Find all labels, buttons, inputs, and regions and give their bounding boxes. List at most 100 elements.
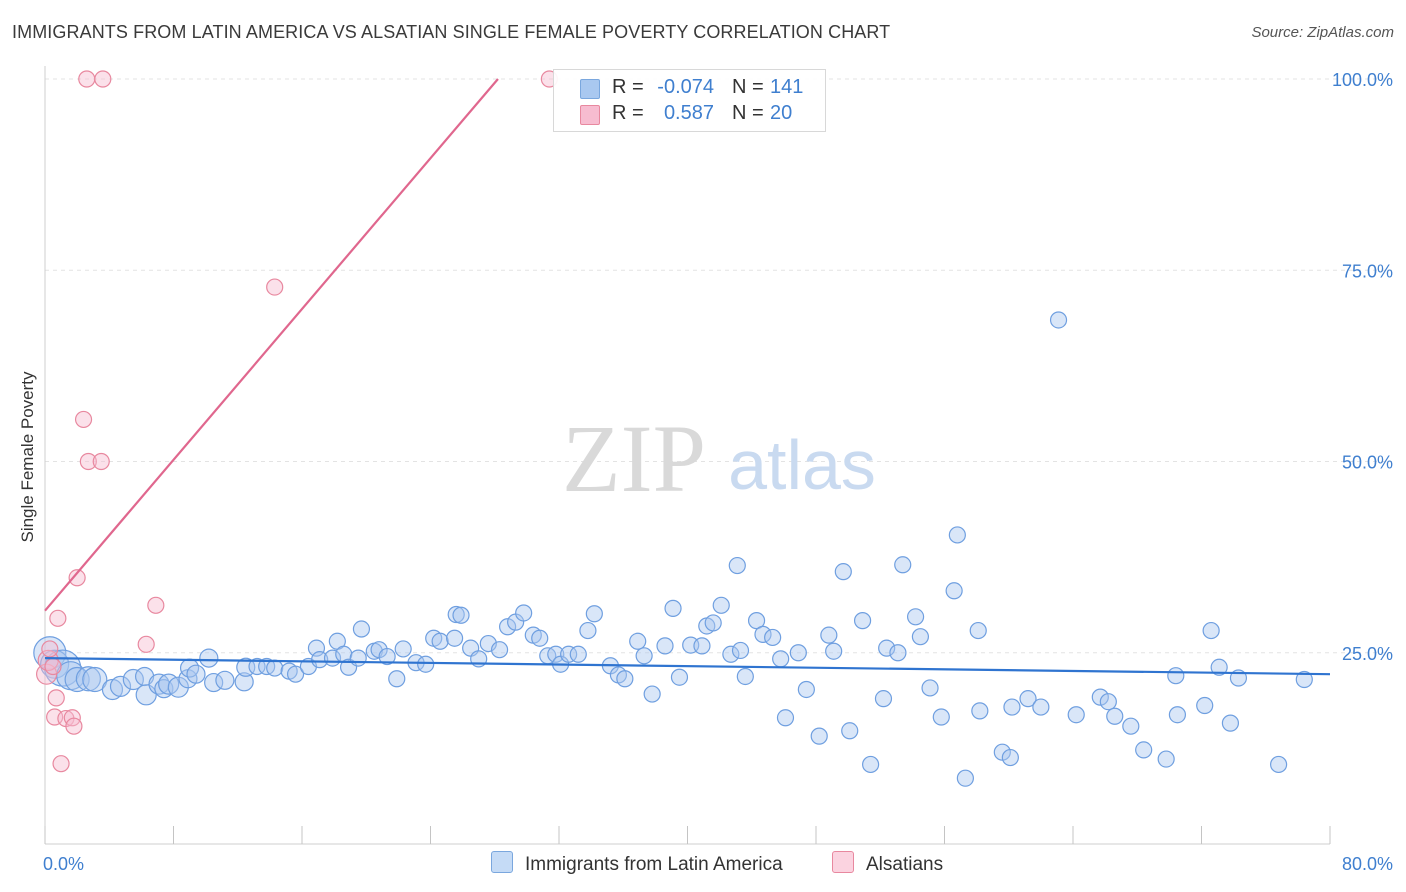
point-latin-america [122, 668, 144, 691]
point-latin-america [1091, 688, 1109, 706]
point-latin-america [311, 651, 329, 669]
point-latin-america [1202, 621, 1220, 640]
point-latin-america [1099, 693, 1117, 711]
point-latin-america [948, 526, 966, 544]
point-alsatian [68, 569, 86, 587]
point-latin-america [971, 702, 989, 720]
point-latin-america [889, 644, 907, 662]
y-tick-label: 25.0% [1342, 644, 1393, 664]
legend-row-alsatians: R = 0.587 N = 20 [554, 101, 825, 127]
point-latin-america [664, 599, 682, 617]
y-tick-label: 75.0% [1342, 261, 1393, 281]
point-latin-america [352, 620, 371, 638]
point-latin-america [722, 645, 740, 663]
point-latin-america [616, 670, 634, 688]
legend-n-value: 141 [770, 76, 804, 98]
trend-layer [44, 78, 1331, 676]
axis-layer [44, 66, 1331, 845]
point-latin-america [1168, 706, 1187, 724]
point-latin-america [643, 685, 661, 703]
point-latin-america [378, 647, 396, 666]
point-latin-america [853, 612, 872, 630]
point-latin-america [728, 556, 746, 575]
point-latin-america [820, 626, 838, 644]
point-alsatian [65, 717, 83, 735]
point-latin-america [1001, 748, 1019, 767]
point-latin-america [956, 769, 974, 787]
point-latin-america [186, 664, 206, 684]
point-latin-america [772, 650, 790, 668]
point-latin-america [394, 640, 412, 658]
tick-label-layer: 25.0% 50.0% 75.0% 100.0% 0.0% 80.0% [43, 70, 1393, 874]
point-alsatian [147, 596, 165, 614]
point-alsatian [47, 689, 65, 707]
point-latin-america [515, 604, 533, 622]
point-latin-america [1019, 690, 1037, 708]
point-latin-america [388, 670, 406, 688]
point-latin-america [452, 606, 470, 624]
point-latin-america [560, 645, 578, 663]
point-latin-america [109, 675, 132, 698]
legend-swatch-blue [580, 79, 600, 99]
point-latin-america [1106, 707, 1124, 725]
point-latin-america [911, 628, 930, 646]
point-latin-america [431, 632, 449, 650]
point-latin-america [834, 563, 852, 581]
point-latin-america [825, 642, 843, 660]
legend-r-value: 0.587 [663, 102, 714, 124]
point-latin-america [585, 605, 603, 623]
legend-n-value: 20 [770, 102, 793, 124]
x-tick-label: 80.0% [1342, 854, 1393, 874]
point-latin-america [862, 755, 880, 774]
point-latin-america [1167, 667, 1185, 685]
point-latin-america [1295, 670, 1313, 689]
point-latin-america [776, 709, 795, 727]
point-latin-america [712, 596, 730, 614]
point-alsatian [266, 278, 284, 296]
point-latin-america [417, 655, 435, 673]
point-latin-america [1221, 714, 1240, 732]
point-latin-america [747, 612, 766, 630]
point-latin-america [547, 645, 565, 663]
legend-r-value: -0.074 [657, 76, 714, 98]
watermark-atlas: atlas [728, 426, 876, 504]
point-latin-america [656, 637, 674, 655]
point-latin-america [731, 641, 750, 660]
point-alsatian [74, 410, 93, 429]
y-axis-title: Single Female Poverty [18, 371, 37, 543]
point-latin-america [894, 556, 912, 574]
point-latin-america [797, 680, 815, 699]
point-latin-america [286, 665, 305, 683]
bottom-legend-swatch-pink [832, 851, 854, 873]
legend-swatch-pink [580, 105, 600, 125]
point-latin-america [1135, 741, 1153, 759]
point-latin-america [736, 667, 754, 686]
point-alsatian [94, 70, 112, 88]
point-latin-america [445, 629, 464, 647]
point-latin-america [841, 722, 859, 740]
x-tick-label: 0.0% [43, 854, 84, 874]
watermark-zip: ZIP [562, 405, 706, 512]
point-latin-america [635, 647, 653, 665]
bottom-legend-alsatians: Alsatians [832, 851, 943, 876]
point-latin-america [1003, 698, 1021, 716]
point-latin-america [531, 629, 549, 647]
legend-r-label: R = [612, 76, 644, 98]
stats-legend: R = -0.074 N = 141 R = 0.587 N = 20 [553, 69, 826, 132]
y-tick-label: 100.0% [1332, 70, 1393, 90]
point-latin-america [1032, 698, 1050, 716]
point-latin-america [704, 614, 722, 632]
point-alsatian [52, 755, 70, 773]
legend-n-label: N = [732, 76, 764, 98]
point-latin-america [874, 690, 893, 708]
bottom-legend-latin-america: Immigrants from Latin America [491, 851, 783, 876]
bottom-legend-label: Immigrants from Latin America [525, 854, 783, 875]
watermark: ZIP atlas [562, 405, 876, 512]
y-tick-label: 50.0% [1342, 453, 1393, 473]
chart-title: IMMIGRANTS FROM LATIN AMERICA VS ALSATIA… [12, 22, 891, 42]
trendline-latin-america [44, 657, 1331, 676]
point-latin-america [921, 679, 939, 697]
point-alsatian [92, 452, 110, 471]
point-latin-america [810, 727, 828, 745]
point-alsatian [137, 635, 155, 653]
